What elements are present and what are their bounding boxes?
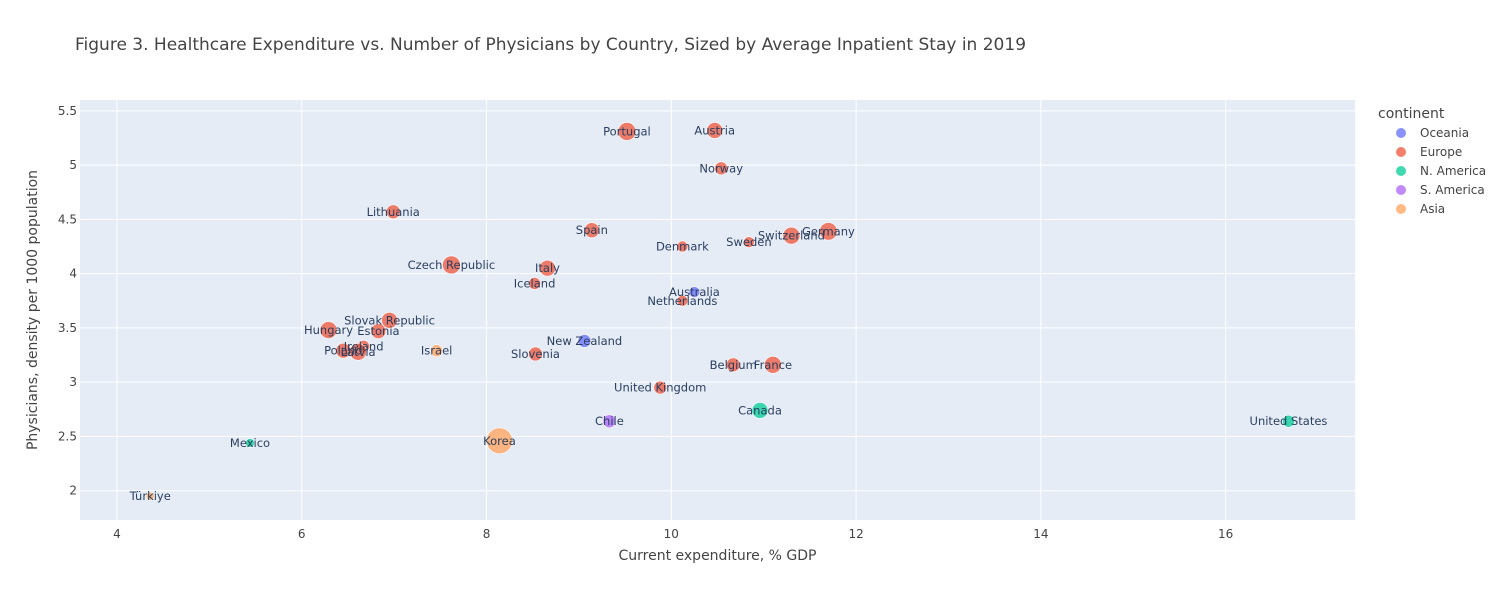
point-label: Estonia xyxy=(357,324,399,338)
point-label: Slovak Republic xyxy=(344,313,435,327)
point-label: Israel xyxy=(421,344,452,358)
x-tick-label: 4 xyxy=(113,527,121,541)
point-label: United States xyxy=(1250,414,1328,428)
data-point xyxy=(706,122,724,139)
data-point xyxy=(486,427,513,455)
x-tick-label: 8 xyxy=(483,527,491,541)
point-label: Netherlands xyxy=(647,294,717,308)
data-point xyxy=(381,312,398,329)
y-tick-label: 2.5 xyxy=(58,429,77,443)
point-label: Belgium xyxy=(710,358,757,372)
point-label: Austria xyxy=(694,123,735,137)
legend-marker xyxy=(1396,147,1406,157)
y-axis-ticks: 2 2.5 3 3.5 4 4.5 5 5.5 xyxy=(58,104,77,498)
x-tick-label: 10 xyxy=(664,527,679,541)
legend-marker xyxy=(1396,204,1406,214)
data-point xyxy=(751,402,769,419)
point-label: Poland xyxy=(324,344,362,358)
point-label: United Kingdom xyxy=(614,381,706,395)
point-label: Lithuania xyxy=(367,205,420,219)
legend-entry: S. America xyxy=(1420,183,1485,197)
y-tick-label: 4 xyxy=(69,267,77,281)
data-point xyxy=(819,222,838,241)
y-tick-label: 3.5 xyxy=(58,321,77,335)
data-point xyxy=(617,122,637,141)
point-label: Türkiye xyxy=(129,489,171,503)
point-label: Spain xyxy=(576,223,608,237)
legend-marker xyxy=(1396,185,1406,195)
data-point xyxy=(385,204,401,220)
legend-entry: Oceania xyxy=(1420,126,1469,140)
point-label: France xyxy=(754,358,792,372)
point-label: Chile xyxy=(595,414,624,428)
y-tick-label: 5.5 xyxy=(58,104,77,118)
x-tick-label: 16 xyxy=(1218,527,1233,541)
data-point xyxy=(725,357,741,373)
legend-marker xyxy=(1396,166,1406,176)
point-label: Latvia xyxy=(341,345,376,359)
point-label: Denmark xyxy=(656,240,709,254)
legend-title: continent xyxy=(1378,106,1445,122)
x-tick-label: 14 xyxy=(1033,527,1048,541)
data-point xyxy=(714,161,728,176)
y-tick-label: 3 xyxy=(69,375,77,389)
point-label: Norway xyxy=(699,161,743,175)
point-label: Slovenia xyxy=(511,347,560,361)
data-point xyxy=(577,334,592,348)
x-axis-ticks: 4 6 8 10 12 14 16 xyxy=(113,527,1233,541)
data-point xyxy=(602,414,617,429)
data-point xyxy=(442,255,461,275)
y-tick-label: 4.5 xyxy=(58,212,77,226)
point-label: Hungary xyxy=(304,323,353,337)
data-point xyxy=(584,222,600,239)
point-label: Italy xyxy=(535,261,560,275)
point-label: Australia xyxy=(669,285,720,299)
data-point xyxy=(245,438,255,448)
point-label: Germany xyxy=(802,224,855,238)
data-point xyxy=(539,259,556,277)
data-point xyxy=(676,240,689,253)
point-label: Switzerland xyxy=(758,229,825,243)
point-label: Iceland xyxy=(514,276,556,290)
point-label: Korea xyxy=(483,434,516,448)
data-point xyxy=(743,236,755,248)
x-tick-label: 6 xyxy=(298,527,306,541)
data-points xyxy=(145,122,1295,501)
point-label: Canada xyxy=(738,403,782,417)
point-label: Czech Republic xyxy=(408,258,496,272)
data-point xyxy=(676,294,689,307)
data-point xyxy=(688,286,701,298)
legend-entry: Asia xyxy=(1420,202,1445,216)
data-point xyxy=(764,356,782,374)
legend-marker xyxy=(1396,128,1406,138)
legend-entry: Europe xyxy=(1420,145,1462,159)
data-point xyxy=(370,323,387,339)
point-label: Ireland xyxy=(344,339,384,353)
data-point xyxy=(528,346,543,362)
data-point xyxy=(319,321,338,339)
data-point xyxy=(145,491,155,501)
point-label: Portugal xyxy=(603,124,651,138)
legend: continent Oceania Europe N. America S. Amer… xyxy=(1378,106,1486,216)
data-point xyxy=(653,380,668,395)
legend-entry: N. America xyxy=(1420,164,1486,178)
point-label: Mexico xyxy=(230,436,270,450)
point-label: New Zealand xyxy=(547,334,623,348)
point-label: Sweden xyxy=(726,235,771,249)
y-tick-label: 5 xyxy=(69,158,77,172)
data-point xyxy=(782,226,801,245)
y-tick-label: 2 xyxy=(69,484,77,498)
data-point xyxy=(430,344,443,357)
point-labels: Australia New Zealand Portugal Austria Norwa… xyxy=(129,123,1328,503)
data-point xyxy=(1282,414,1295,428)
chart-title: Figure 3. Healthcare Expenditure vs. Num… xyxy=(75,35,1026,55)
y-axis-title: Physicians, density per 1000 population xyxy=(25,170,41,450)
x-axis-title: Current expenditure, % GDP xyxy=(619,548,817,564)
data-point xyxy=(349,342,367,361)
data-point xyxy=(528,277,541,290)
x-tick-label: 12 xyxy=(848,527,863,541)
